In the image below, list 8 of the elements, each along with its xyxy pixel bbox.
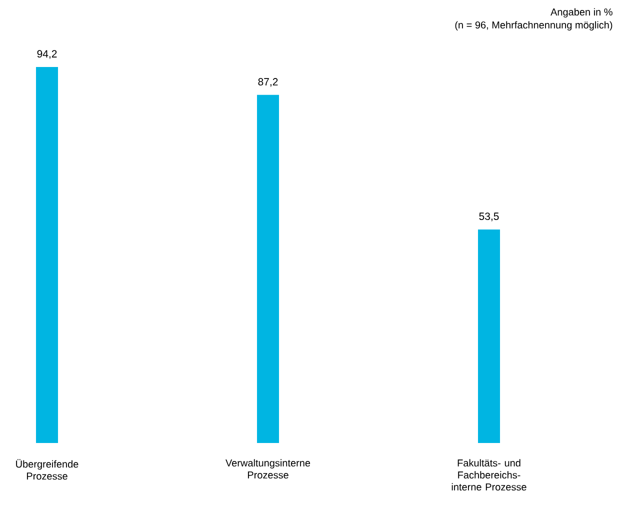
data-label: 87,2 bbox=[258, 78, 278, 87]
x-tick-label: Übergreifende Prozesse bbox=[16, 459, 78, 480]
data-label: 53,5 bbox=[479, 212, 499, 222]
data-label: 94,2 bbox=[37, 50, 57, 59]
text: (n = 96, Mehrfachnennung möglich) bbox=[455, 21, 612, 31]
text: Angaben in % bbox=[550, 8, 612, 18]
x-tick-label: Verwaltungsinterne Prozesse bbox=[226, 459, 310, 479]
x-tick-label: Fakultäts- und Fachbereichs-interne Prozesse bbox=[452, 459, 526, 491]
